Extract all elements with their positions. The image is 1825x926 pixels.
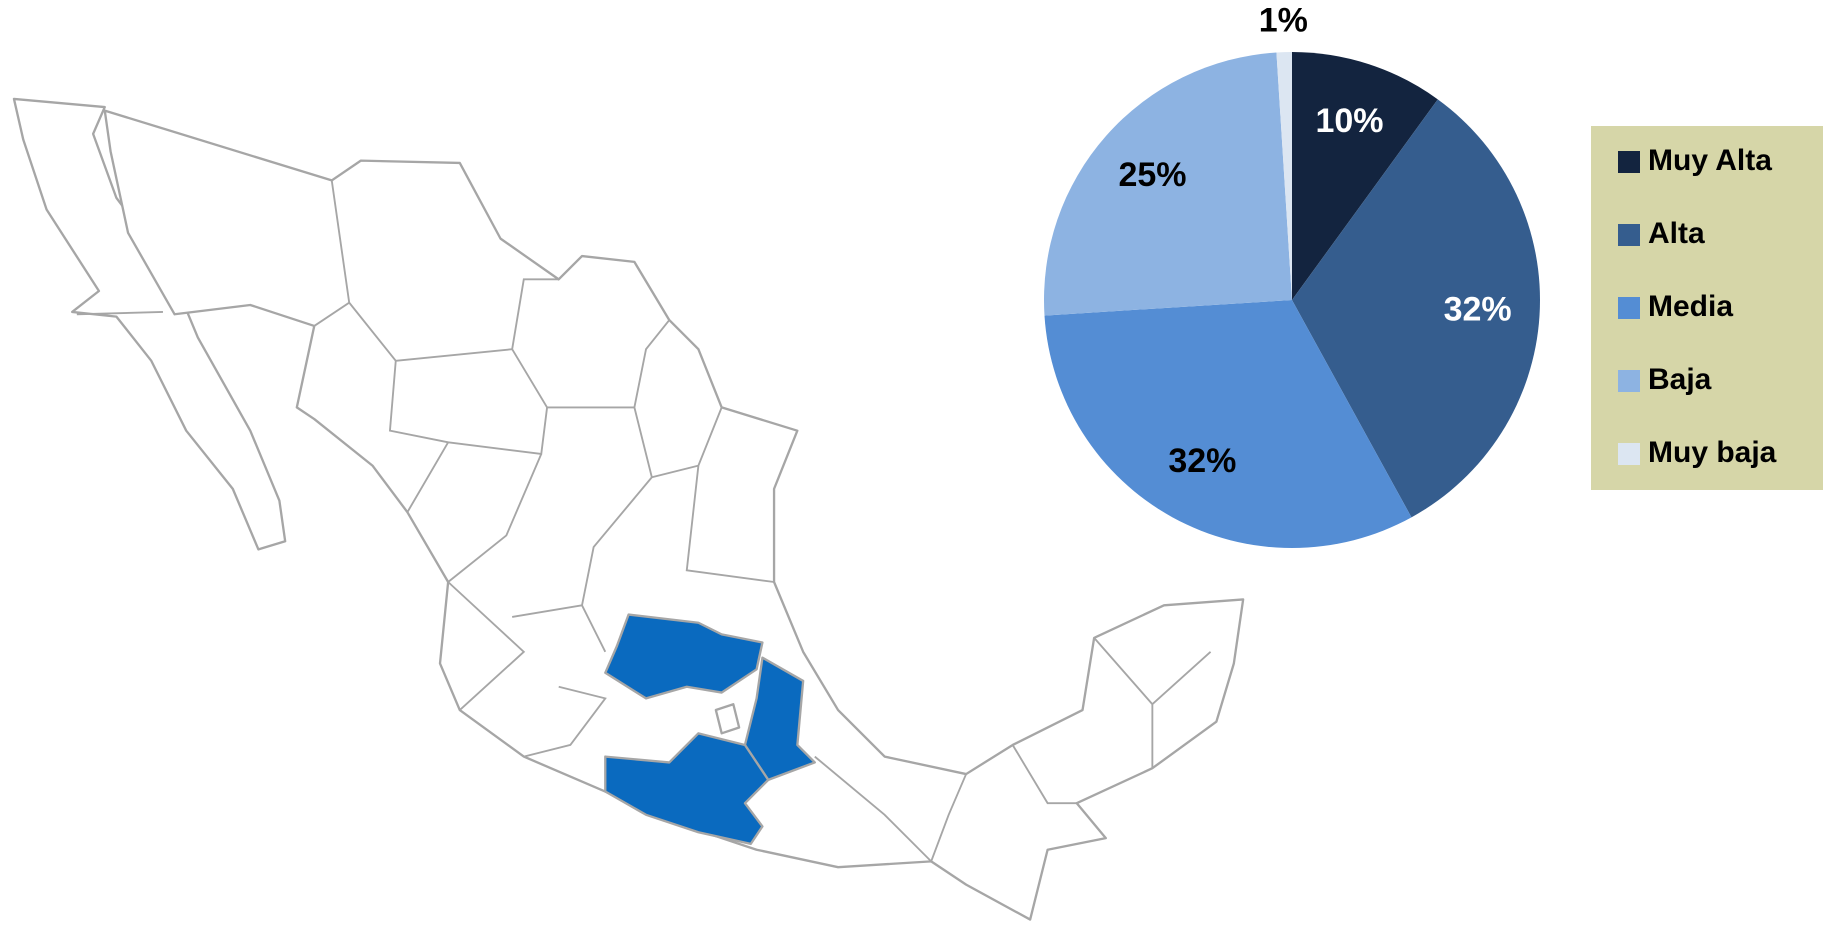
legend-label: Muy Alta <box>1648 144 1772 177</box>
pie-slice <box>1044 300 1412 548</box>
mexico-map <box>12 97 1245 921</box>
highlighted-state <box>604 732 770 846</box>
slice-label: 25% <box>1118 156 1186 194</box>
pie-slice <box>1276 52 1292 300</box>
legend-swatch <box>1618 297 1640 319</box>
legend-swatch <box>1618 443 1640 465</box>
baja-california <box>12 97 287 551</box>
slice-label: 10% <box>1315 102 1383 140</box>
mexico-mainland <box>103 109 1245 921</box>
legend-swatch <box>1618 224 1640 246</box>
legend-swatch <box>1618 151 1640 173</box>
state-borders <box>76 180 1212 863</box>
pie-slice <box>1292 99 1540 518</box>
highlighted-state <box>743 656 816 782</box>
legend-label: Muy baja <box>1648 436 1777 469</box>
legend-label: Media <box>1648 290 1733 323</box>
highlighted-state <box>604 613 764 700</box>
slice-label: 32% <box>1168 442 1236 480</box>
legend-label: Alta <box>1648 217 1705 250</box>
pie-slice <box>1292 52 1438 300</box>
slice-label: 32% <box>1444 291 1512 329</box>
legend-label: Baja <box>1648 363 1712 396</box>
slice-label: 1% <box>1259 1 1308 39</box>
pie-slice <box>1044 52 1292 316</box>
mexico-city <box>714 703 741 735</box>
legend-swatch <box>1618 370 1640 392</box>
